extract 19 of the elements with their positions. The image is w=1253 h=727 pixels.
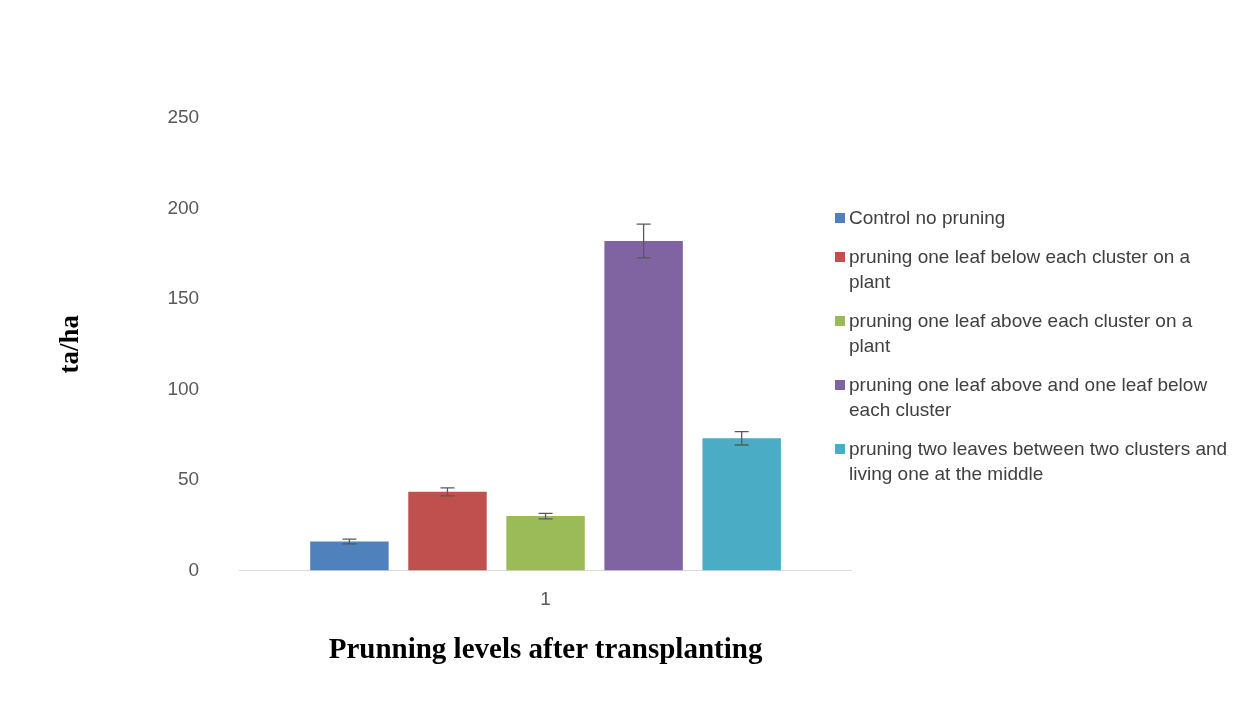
y-tick-label: 200 <box>167 196 200 218</box>
legend-label: Control no pruning <box>849 206 1006 230</box>
bar <box>702 438 781 571</box>
legend-label: pruning two leaves between two clusters and living one at the middle <box>849 437 1229 486</box>
y-tick-label: 100 <box>167 377 200 399</box>
y-tick-label: 150 <box>167 287 200 309</box>
y-axis-title: ta/ha <box>54 314 85 374</box>
bar <box>310 541 389 571</box>
legend-label: pruning one leaf below each cluster on a plant <box>849 245 1192 294</box>
y-tick-label: 0 <box>188 558 200 580</box>
legend-label: pruning one leaf above and one leaf below each cluster <box>849 373 1209 422</box>
bar <box>408 491 487 571</box>
y-tick-label: 250 <box>167 106 200 128</box>
bar <box>604 241 683 571</box>
x-tick-label: 1 <box>540 588 551 610</box>
legend-label: pruning one leaf above each cluster on a plant <box>849 309 1194 358</box>
x-axis-title: Prunning levels after transplanting <box>328 632 763 665</box>
bar <box>506 516 585 571</box>
y-tick-label: 50 <box>177 468 200 490</box>
